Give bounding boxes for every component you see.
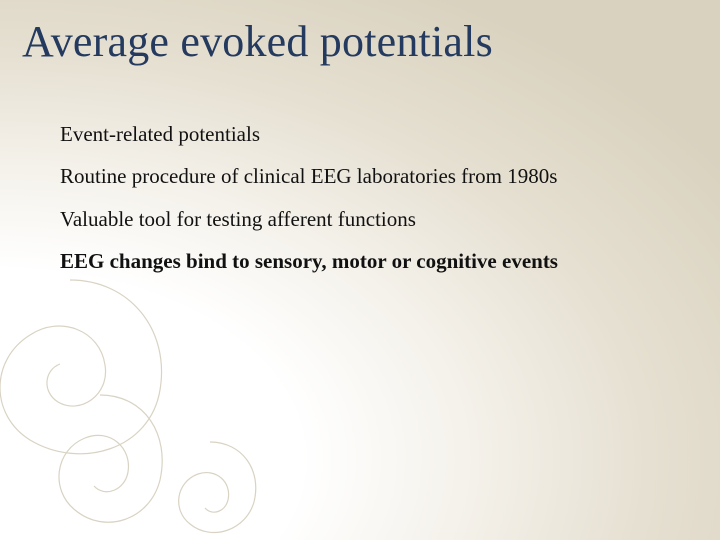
body-line: Valuable tool for testing afferent funct… bbox=[60, 205, 680, 233]
decorative-swirl bbox=[0, 260, 180, 480]
slide: Average evoked potentials Event-related … bbox=[0, 0, 720, 540]
body-line: Event-related potentials bbox=[60, 120, 680, 148]
decorative-swirl bbox=[20, 380, 180, 540]
body-line: Routine procedure of clinical EEG labora… bbox=[60, 162, 680, 190]
slide-title: Average evoked potentials bbox=[22, 18, 493, 66]
decorative-swirl bbox=[150, 430, 270, 540]
slide-body: Event-related potentials Routine procedu… bbox=[60, 120, 680, 289]
body-strong-line: EEG changes bind to sensory, motor or co… bbox=[60, 247, 680, 275]
